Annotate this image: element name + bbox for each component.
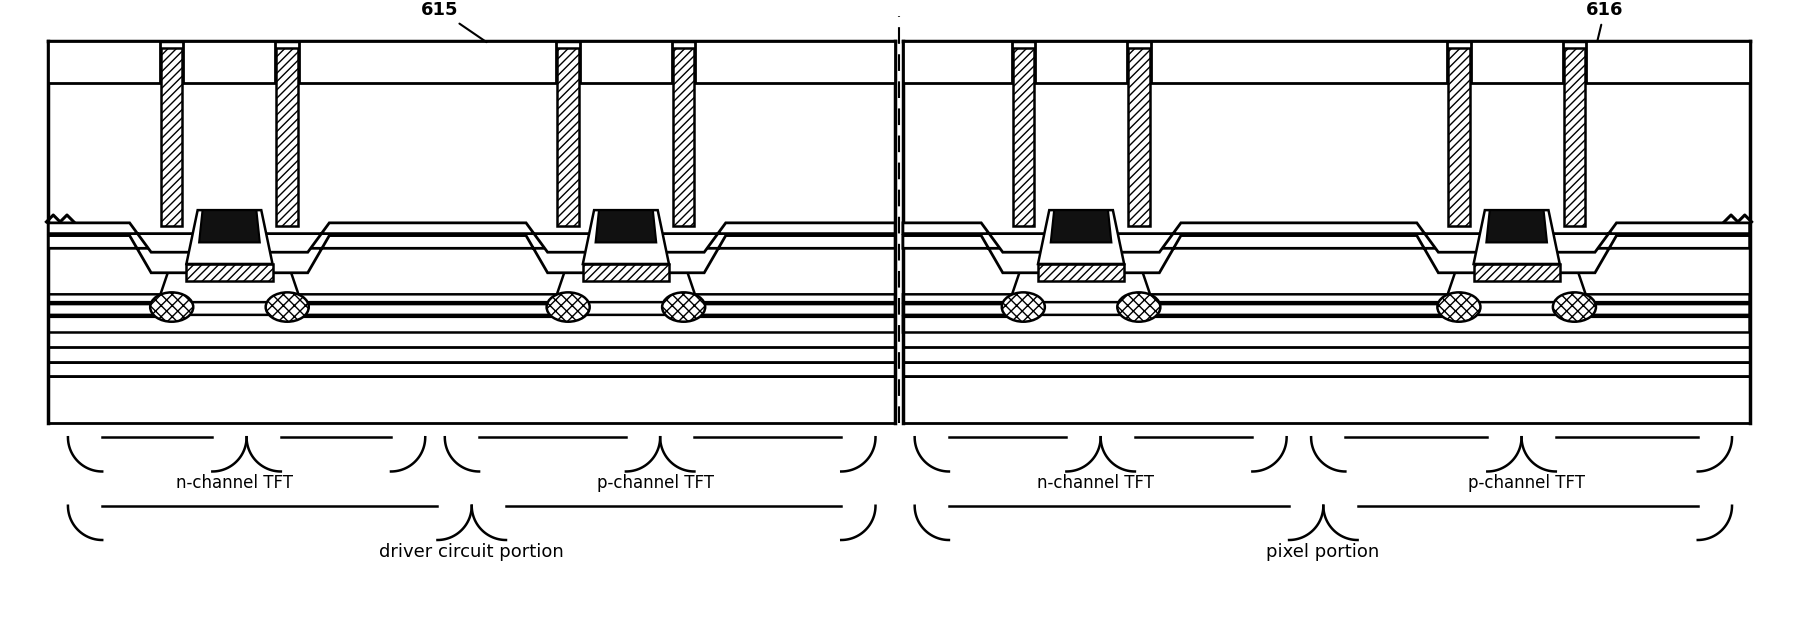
Bar bbox=[162, 47, 182, 226]
Bar bbox=[557, 47, 579, 226]
Text: n-channel TFT: n-channel TFT bbox=[176, 474, 293, 492]
Ellipse shape bbox=[1117, 292, 1160, 322]
Polygon shape bbox=[903, 246, 1749, 332]
Polygon shape bbox=[903, 244, 1749, 315]
Polygon shape bbox=[49, 246, 895, 332]
Bar bbox=[903, 375, 1749, 423]
Ellipse shape bbox=[662, 292, 705, 322]
Bar bbox=[903, 347, 1749, 362]
Ellipse shape bbox=[1437, 292, 1480, 322]
Text: pixel portion: pixel portion bbox=[1266, 543, 1379, 561]
Bar bbox=[49, 375, 895, 423]
Text: n-channel TFT: n-channel TFT bbox=[1037, 474, 1154, 492]
Polygon shape bbox=[49, 244, 895, 315]
Bar bbox=[672, 47, 694, 226]
Text: p-channel TFT: p-channel TFT bbox=[597, 474, 714, 492]
Bar bbox=[187, 264, 273, 280]
Ellipse shape bbox=[1001, 292, 1045, 322]
Bar bbox=[49, 347, 895, 362]
Polygon shape bbox=[49, 242, 895, 302]
Polygon shape bbox=[903, 223, 1749, 252]
Bar bbox=[49, 362, 895, 375]
Polygon shape bbox=[903, 41, 1749, 83]
Polygon shape bbox=[1050, 210, 1111, 242]
Polygon shape bbox=[1487, 210, 1546, 242]
Bar bbox=[1447, 47, 1469, 226]
Ellipse shape bbox=[151, 292, 192, 322]
Ellipse shape bbox=[1553, 292, 1597, 322]
Polygon shape bbox=[583, 210, 669, 264]
Ellipse shape bbox=[266, 292, 309, 322]
Polygon shape bbox=[49, 235, 895, 273]
Text: driver circuit portion: driver circuit portion bbox=[379, 543, 563, 561]
Polygon shape bbox=[1474, 210, 1559, 264]
Polygon shape bbox=[595, 210, 656, 242]
Text: 616: 616 bbox=[1586, 1, 1624, 40]
Polygon shape bbox=[49, 41, 895, 83]
Bar bbox=[1127, 47, 1149, 226]
Text: 615: 615 bbox=[421, 1, 487, 42]
Polygon shape bbox=[1037, 210, 1124, 264]
Bar bbox=[1012, 47, 1034, 226]
Polygon shape bbox=[903, 242, 1749, 302]
Text: p-channel TFT: p-channel TFT bbox=[1467, 474, 1586, 492]
Bar bbox=[903, 362, 1749, 375]
Bar bbox=[277, 47, 298, 226]
Polygon shape bbox=[187, 210, 273, 264]
Bar bbox=[583, 264, 669, 280]
Ellipse shape bbox=[547, 292, 590, 322]
Bar bbox=[1564, 47, 1586, 226]
Bar bbox=[1474, 264, 1559, 280]
Polygon shape bbox=[49, 223, 895, 252]
Polygon shape bbox=[200, 210, 259, 242]
Polygon shape bbox=[903, 235, 1749, 273]
Bar bbox=[1037, 264, 1124, 280]
